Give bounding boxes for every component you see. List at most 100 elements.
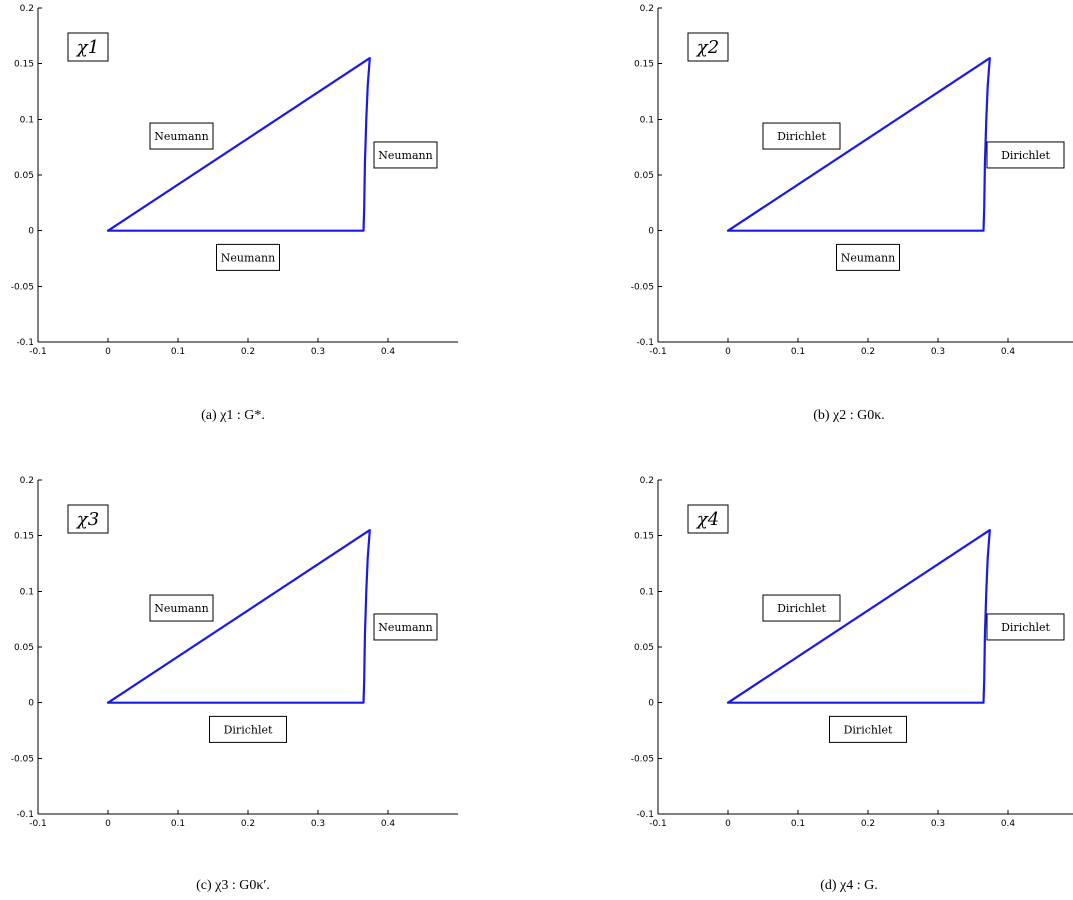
x-tick-label: 0 <box>105 819 111 829</box>
annotation-frame <box>373 613 438 641</box>
panel-c: -0.1 -0.05 0 0.05 0.1 0.15 0.2 -0.1 0 0.1 0.2 0.3 0.… <box>11 476 458 829</box>
x-tick-label: 0.4 <box>381 347 396 357</box>
chi-label: χ3 <box>75 509 99 530</box>
y-tick-label: 0 <box>28 699 34 709</box>
annotation-text: Neumann <box>154 130 208 143</box>
y-tick-label: 0.05 <box>634 643 654 653</box>
y-tick-label: 0.15 <box>14 532 34 542</box>
annotation-text: Dirichlet <box>1001 621 1050 634</box>
x-tick-label: 0.4 <box>1001 819 1016 829</box>
chi-label-frame <box>687 32 729 62</box>
x-tick-label: 0.2 <box>861 819 875 829</box>
x-tick-label: -0.1 <box>649 347 667 357</box>
y-tick-label: 0.1 <box>20 587 34 597</box>
x-tick-label: 0.3 <box>931 347 945 357</box>
boundary-condition-label: Dirichlet <box>762 122 841 150</box>
y-tick-label: 0.05 <box>634 171 654 181</box>
chi-label-frame <box>687 504 729 534</box>
y-tick-label: 0.1 <box>20 115 34 125</box>
domain-boundary-line <box>726 528 991 704</box>
boundary-condition-label: Neumann <box>373 613 438 641</box>
y-tick-label: -0.05 <box>631 282 654 292</box>
annotation-text: Dirichlet <box>777 602 826 615</box>
annotation-text: Dirichlet <box>844 723 893 736</box>
boundary-condition-label: Dirichlet <box>209 715 287 743</box>
boundary-condition-label: Dirichlet <box>986 141 1065 169</box>
boundary-condition-label: Dirichlet <box>986 613 1065 641</box>
y-tick-label: 0 <box>28 227 34 237</box>
y-tick-label: -0.1 <box>16 338 34 348</box>
y-tick-label: 0.1 <box>640 587 654 597</box>
x-tick-label: -0.1 <box>29 819 47 829</box>
y-tick-label: -0.1 <box>636 338 654 348</box>
x-tick-label: 0 <box>725 347 731 357</box>
chi-label: χ4 <box>695 509 719 530</box>
x-tick-label: 0.1 <box>171 819 185 829</box>
chi-label-box: χ3 <box>67 504 109 534</box>
chi-label-frame <box>67 504 109 534</box>
panel-a: -0.1 -0.05 0 0.05 0.1 0.15 0.2 -0.1 0 0.1 0.2 0.3 0.… <box>11 4 458 357</box>
annotation-text: Neumann <box>154 602 208 615</box>
annotation-text: Neumann <box>841 251 895 264</box>
x-tick-label: 0.4 <box>1001 347 1016 357</box>
caption-b: (b) χ2 : G0κ. <box>813 408 885 423</box>
panel-d: -0.1 -0.05 0 0.05 0.1 0.15 0.2 -0.1 0 0.1 0.2 0.3 0.… <box>631 476 1073 829</box>
y-tick-label: 0.2 <box>20 4 34 14</box>
x-tick-label: 0 <box>725 819 731 829</box>
x-tick-label: 0.3 <box>931 819 945 829</box>
y-tick-label: 0.05 <box>14 643 34 653</box>
x-tick-label: 0 <box>105 347 111 357</box>
y-tick-label: -0.1 <box>16 810 34 820</box>
y-tick-label: -0.05 <box>11 754 34 764</box>
annotation-frame <box>762 122 841 150</box>
annotation-frame <box>762 594 841 622</box>
x-tick-label: -0.1 <box>649 819 667 829</box>
y-tick-label: 0.15 <box>634 60 654 70</box>
x-tick-label: -0.1 <box>29 347 47 357</box>
panel-b: -0.1 -0.05 0 0.05 0.1 0.15 0.2 -0.1 0 0.1 0.2 0.3 0.… <box>631 4 1073 357</box>
annotation-text: Neumann <box>221 251 275 264</box>
chi-label-box: χ4 <box>687 504 729 534</box>
boundary-condition-label: Neumann <box>373 141 438 169</box>
y-tick-label: 0.2 <box>640 4 654 14</box>
x-tick-label: 0.1 <box>791 347 805 357</box>
y-tick-label: 0 <box>648 699 654 709</box>
boundary-condition-label: Neumann <box>836 243 900 271</box>
x-tick-label: 0.3 <box>311 347 325 357</box>
boundary-condition-label: Neumann <box>149 594 214 622</box>
chi-label-box: χ1 <box>67 32 109 62</box>
annotation-frame <box>986 141 1065 169</box>
annotation-text: Dirichlet <box>777 130 826 143</box>
domain-boundary-line <box>106 528 371 704</box>
caption-d: (d) χ4 : G. <box>820 878 878 893</box>
y-tick-label: 0 <box>648 227 654 237</box>
boundary-condition-label: Neumann <box>149 122 214 150</box>
chi-label: χ2 <box>695 37 719 58</box>
x-tick-label: 0.2 <box>241 819 255 829</box>
annotation-text: Neumann <box>378 621 432 634</box>
domain-boundary-line <box>106 56 371 232</box>
y-tick-label: 0.05 <box>14 171 34 181</box>
x-tick-label: 0.1 <box>171 347 185 357</box>
annotation-frame <box>986 613 1065 641</box>
y-tick-label: 0.15 <box>14 60 34 70</box>
x-tick-label: 0.2 <box>861 347 875 357</box>
annotation-frame <box>209 715 287 743</box>
caption-c: (c) χ3 : G0κ′. <box>196 878 270 893</box>
annotation-text: Neumann <box>378 149 432 162</box>
x-tick-label: 0.4 <box>381 819 396 829</box>
annotation-text: Dirichlet <box>224 723 273 736</box>
y-tick-label: 0.1 <box>640 115 654 125</box>
annotation-frame <box>829 715 907 743</box>
y-tick-label: 0.2 <box>20 476 34 486</box>
chi-label-frame <box>67 32 109 62</box>
caption-a: (a) χ1 : G*. <box>201 408 265 423</box>
y-tick-label: -0.05 <box>11 282 34 292</box>
boundary-condition-label: Dirichlet <box>829 715 907 743</box>
chi-label: χ1 <box>75 37 99 58</box>
annotation-frame <box>216 243 280 271</box>
y-tick-label: 0.2 <box>640 476 654 486</box>
annotation-frame <box>149 594 214 622</box>
x-tick-label: 0.3 <box>311 819 325 829</box>
